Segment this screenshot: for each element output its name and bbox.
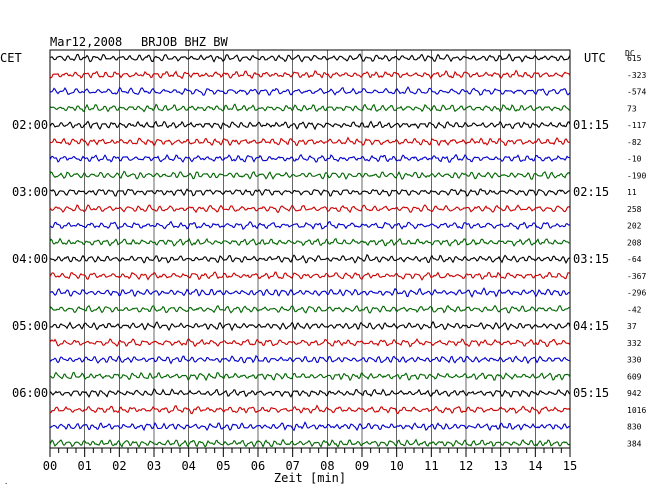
left-time-label: 02:00 [12, 118, 48, 132]
right-time-labels: 01:15 02:15 03:15 04:15 05:15 [573, 118, 609, 400]
dc-offset-label: 37 [627, 322, 637, 331]
dc-offset-label: -10 [627, 155, 642, 164]
x-tick-label: 08 [320, 459, 334, 473]
left-timezone-label: CET [0, 51, 22, 65]
dc-offset-label: -367 [627, 272, 646, 281]
trace-4 [49, 103, 571, 113]
left-time-label: 06:00 [12, 386, 48, 400]
dc-offset-label: 830 [627, 423, 642, 432]
corner-mark: . [4, 478, 8, 486]
trace-20 [49, 371, 571, 382]
right-time-label: 03:15 [573, 252, 609, 266]
dc-offset-label: 615 [627, 54, 642, 63]
dc-offset-label: 332 [627, 339, 642, 348]
trace-10 [49, 204, 571, 214]
right-time-label: 05:15 [573, 386, 609, 400]
x-tick-label: 07 [285, 459, 299, 473]
x-axis: 00 01 02 03 04 05 06 07 08 09 10 11 12 13 14 15 [43, 448, 577, 473]
x-tick-label: 14 [528, 459, 542, 473]
dc-offset-label: 330 [627, 356, 642, 365]
dc-offset-label: 202 [627, 222, 642, 231]
x-tick-label: 12 [459, 459, 473, 473]
trace-7 [49, 153, 571, 163]
x-tick-label: 13 [493, 459, 507, 473]
dc-offset-label: 73 [627, 104, 637, 113]
x-tick-label: 09 [355, 459, 369, 473]
dc-offset-label: -64 [627, 255, 642, 264]
left-time-labels: 02:00 03:00 04:00 05:00 06:00 [12, 118, 48, 400]
x-tick-label: 06 [251, 459, 265, 473]
trace-17 [49, 320, 571, 332]
trace-12 [49, 237, 571, 247]
dc-offset-label: -296 [627, 289, 646, 298]
dc-offset-label: 609 [627, 372, 642, 381]
dc-offset-label: -42 [627, 305, 642, 314]
dc-label: DC [625, 49, 635, 58]
x-tick-label: 11 [424, 459, 438, 473]
x-tick-label: 04 [181, 459, 195, 473]
trace-2 [49, 69, 571, 80]
trace-16 [49, 304, 571, 314]
traces [49, 53, 571, 448]
trace-8 [49, 170, 571, 180]
x-tick-label: 15 [563, 459, 577, 473]
right-time-label: 04:15 [573, 319, 609, 333]
dc-offset-label: 258 [627, 205, 642, 214]
dc-offset-label: 1016 [627, 406, 646, 415]
date-label: Mar12,2008 [50, 35, 122, 49]
right-time-label: 02:15 [573, 185, 609, 199]
x-axis-title: Zeit [min] [274, 471, 346, 485]
dc-offset-label: -323 [627, 71, 646, 80]
trace-23 [49, 421, 571, 432]
x-tick-label: 02 [112, 459, 126, 473]
dc-offset-label: 384 [627, 439, 642, 448]
trace-24 [49, 438, 571, 448]
trace-1 [49, 53, 571, 63]
left-time-label: 04:00 [12, 252, 48, 266]
trace-13 [49, 253, 571, 265]
dc-offset-label: 11 [627, 188, 637, 197]
x-tick-label: 05 [216, 459, 230, 473]
left-time-label: 03:00 [12, 185, 48, 199]
trace-18 [49, 338, 571, 348]
right-time-label: 01:15 [573, 118, 609, 132]
dc-offset-label: 942 [627, 389, 642, 398]
right-timezone-label: UTC [584, 51, 606, 65]
left-time-label: 05:00 [12, 319, 48, 333]
x-tick-label: 00 [43, 459, 57, 473]
x-tick-label: 01 [77, 459, 91, 473]
trace-9 [49, 188, 571, 197]
trace-3 [49, 86, 571, 97]
dc-offset-label: -574 [627, 88, 646, 97]
dc-offset-labels: 615 -323 -574 73 -117 -82 -10 -190 11 258 202 208 -6… [627, 54, 646, 448]
dc-offset-label: -117 [627, 121, 646, 130]
x-tick-label: 03 [147, 459, 161, 473]
trace-6 [49, 136, 571, 147]
station-label: BRJOB BHZ BW [141, 35, 228, 49]
trace-21 [49, 387, 571, 399]
minute-gridlines [84, 50, 536, 448]
dc-offset-label: 208 [627, 238, 642, 247]
dc-offset-label: -82 [627, 138, 642, 147]
trace-15 [49, 287, 571, 298]
x-tick-label: 10 [389, 459, 403, 473]
dc-offset-label: -190 [627, 171, 646, 180]
trace-5 [49, 120, 571, 131]
trace-14 [49, 271, 571, 281]
trace-19 [49, 354, 571, 365]
trace-22 [49, 404, 571, 415]
trace-11 [49, 220, 571, 230]
